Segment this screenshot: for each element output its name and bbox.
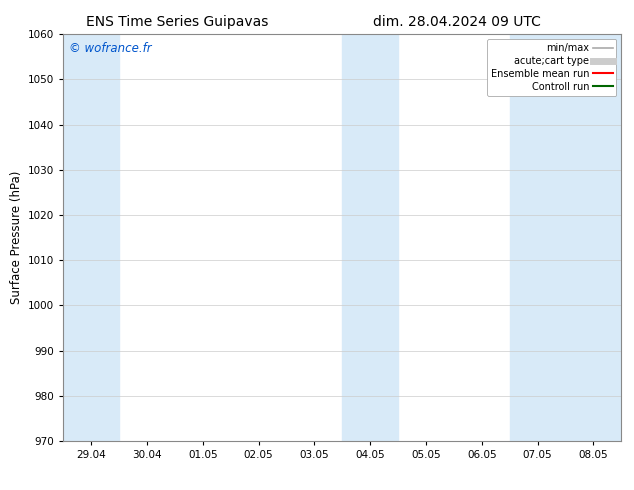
Text: dim. 28.04.2024 09 UTC: dim. 28.04.2024 09 UTC [373,15,540,29]
Bar [63,34,119,441]
Y-axis label: Surface Pressure (hPa): Surface Pressure (hPa) [10,171,23,304]
Text: ENS Time Series Guipavas: ENS Time Series Guipavas [86,15,269,29]
Legend: min/max, acute;cart type, Ensemble mean run, Controll run: min/max, acute;cart type, Ensemble mean … [487,39,616,96]
Bar [510,34,621,441]
Bar [342,34,398,441]
Text: © wofrance.fr: © wofrance.fr [69,43,152,55]
